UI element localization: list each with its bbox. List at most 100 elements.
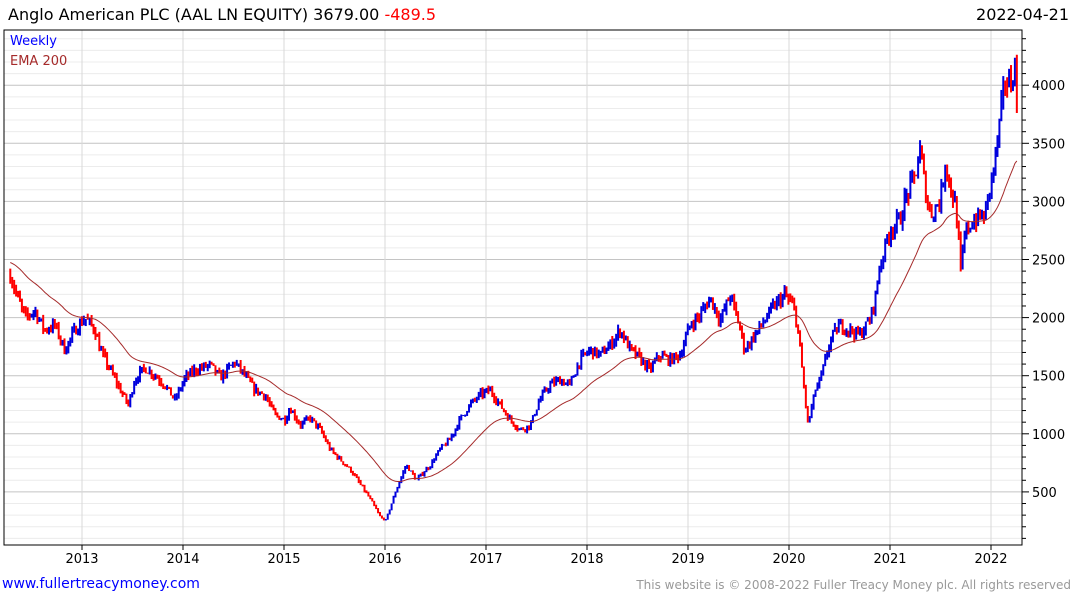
up-bar bbox=[179, 387, 182, 392]
up-bar bbox=[442, 444, 445, 446]
down-bar bbox=[748, 341, 751, 349]
legend-ema: EMA 200 bbox=[10, 54, 68, 69]
up-bar bbox=[684, 331, 687, 347]
up-bar bbox=[535, 409, 538, 416]
up-bar bbox=[475, 396, 478, 403]
up-bar bbox=[464, 414, 467, 417]
up-bar bbox=[688, 325, 691, 331]
down-bar bbox=[491, 385, 494, 398]
up-bar bbox=[826, 350, 829, 360]
down-bar bbox=[171, 395, 174, 399]
up-bar bbox=[338, 455, 341, 460]
down-bar bbox=[1006, 77, 1009, 98]
up-bar bbox=[994, 146, 997, 176]
down-bar bbox=[98, 331, 101, 352]
x-tick-label: 2018 bbox=[570, 552, 603, 567]
copyright: This website is © 2008-2022 Fuller Treac… bbox=[636, 578, 1071, 592]
down-bar bbox=[349, 466, 352, 473]
down-bar bbox=[779, 292, 782, 309]
up-bar bbox=[193, 364, 196, 378]
up-bar bbox=[963, 230, 966, 254]
down-bar bbox=[357, 476, 360, 484]
up-bar bbox=[988, 192, 991, 202]
up-bar bbox=[682, 339, 685, 357]
down-bar bbox=[344, 463, 347, 467]
down-bar bbox=[13, 279, 16, 295]
down-bar bbox=[648, 359, 651, 370]
up-bar bbox=[586, 350, 589, 357]
down-bar bbox=[53, 319, 56, 329]
up-bar bbox=[454, 428, 457, 437]
up-bar bbox=[384, 518, 387, 521]
down-bar bbox=[408, 465, 411, 472]
down-bar bbox=[262, 393, 265, 401]
up-bar bbox=[245, 371, 248, 379]
down-bar bbox=[36, 309, 39, 325]
x-tick-label: 2016 bbox=[368, 552, 401, 567]
last-price: 3679.00 bbox=[313, 5, 380, 24]
down-bar bbox=[272, 404, 275, 411]
up-bar bbox=[77, 328, 80, 336]
down-bar bbox=[80, 316, 83, 326]
down-bar bbox=[951, 189, 954, 208]
up-bar bbox=[824, 353, 827, 367]
down-bar bbox=[735, 301, 738, 316]
down-bar bbox=[315, 420, 318, 429]
up-bar bbox=[580, 349, 583, 370]
down-bar bbox=[212, 363, 215, 367]
x-tick-label: 2013 bbox=[65, 552, 98, 567]
up-bar bbox=[655, 352, 658, 362]
down-bar bbox=[444, 442, 447, 447]
up-bar bbox=[932, 216, 935, 223]
up-bar bbox=[884, 238, 887, 263]
x-tick-label: 2017 bbox=[469, 552, 502, 567]
up-bar bbox=[986, 194, 989, 211]
down-bar bbox=[96, 333, 99, 337]
down-bar bbox=[891, 226, 894, 240]
up-bar bbox=[905, 188, 908, 204]
up-bar bbox=[471, 398, 474, 404]
up-bar bbox=[423, 471, 426, 477]
down-bar bbox=[847, 330, 850, 338]
down-bar bbox=[634, 345, 637, 360]
down-bar bbox=[504, 410, 507, 416]
down-bar bbox=[369, 495, 372, 500]
down-bar bbox=[115, 372, 118, 389]
up-bar bbox=[541, 389, 544, 401]
up-bar bbox=[148, 366, 151, 375]
up-bar bbox=[893, 223, 896, 240]
up-bar bbox=[980, 209, 983, 220]
down-bar bbox=[353, 473, 356, 477]
chart-title: Anglo American PLC (AAL LN EQUITY) 3679.… bbox=[8, 5, 436, 24]
up-bar bbox=[597, 349, 600, 359]
down-bar bbox=[123, 392, 126, 395]
up-bar bbox=[624, 335, 627, 341]
down-bar bbox=[15, 284, 18, 297]
down-bar bbox=[696, 312, 699, 323]
down-bar bbox=[361, 484, 364, 487]
up-bar bbox=[30, 313, 33, 318]
plot-frame bbox=[3, 29, 1023, 546]
up-bar bbox=[876, 280, 879, 295]
down-bar bbox=[326, 439, 329, 445]
up-bar bbox=[458, 415, 461, 430]
up-bar bbox=[497, 398, 500, 407]
down-bar bbox=[55, 322, 58, 330]
down-bar bbox=[57, 321, 60, 340]
up-bar bbox=[903, 187, 906, 222]
down-bar bbox=[332, 447, 335, 455]
down-bar bbox=[773, 300, 776, 310]
down-bar bbox=[169, 387, 172, 396]
up-bar bbox=[653, 357, 656, 364]
ema-200-line bbox=[10, 160, 1018, 482]
up-bar bbox=[756, 330, 759, 336]
up-bar bbox=[131, 392, 134, 398]
up-bar bbox=[758, 320, 761, 335]
site-link[interactable]: www.fullertreacymoney.com bbox=[2, 576, 200, 592]
weekly-bars bbox=[9, 54, 1018, 521]
down-bar bbox=[142, 363, 145, 373]
down-bar bbox=[872, 306, 875, 315]
up-bar bbox=[605, 347, 608, 354]
up-bar bbox=[237, 363, 240, 367]
up-bar bbox=[864, 321, 867, 336]
